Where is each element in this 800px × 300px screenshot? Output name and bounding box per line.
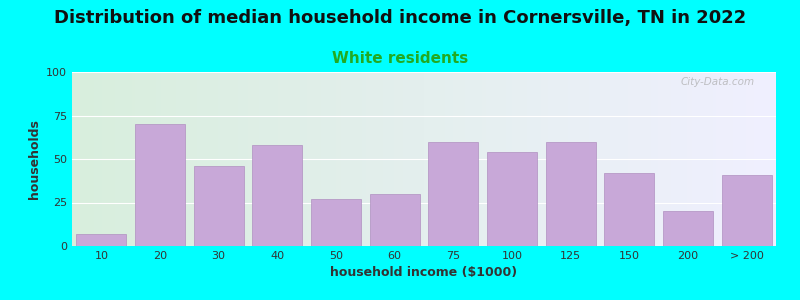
Bar [370,194,419,246]
Y-axis label: households: households [27,119,41,199]
Bar [663,211,713,246]
Bar [311,199,361,246]
Bar [722,175,771,246]
Bar [77,234,126,246]
Text: Distribution of median household income in Cornersville, TN in 2022: Distribution of median household income … [54,9,746,27]
Bar [487,152,537,246]
Bar [605,173,654,246]
Bar [194,166,243,246]
Bar [253,145,302,246]
Bar [135,124,185,246]
X-axis label: household income ($1000): household income ($1000) [330,266,518,279]
Bar [546,142,595,246]
Text: White residents: White residents [332,51,468,66]
Text: City-Data.com: City-Data.com [681,77,755,87]
Bar [429,142,478,246]
